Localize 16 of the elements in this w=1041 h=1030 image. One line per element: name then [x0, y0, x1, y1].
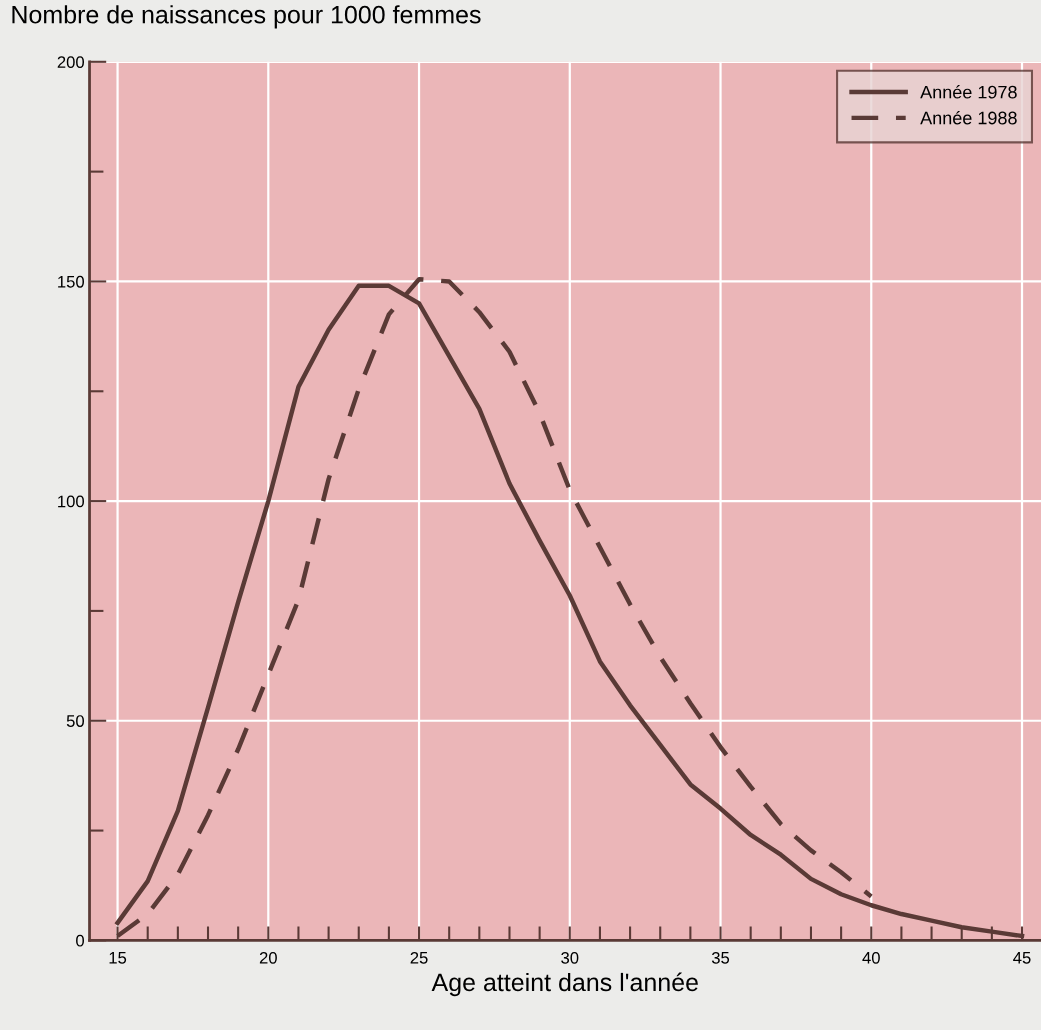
x-tick-label: 20 — [259, 951, 277, 964]
legend-label: Année 1978 — [920, 85, 1017, 99]
x-axis-title: Age atteint dans l'année — [431, 972, 698, 997]
x-tick-label: 40 — [862, 951, 880, 964]
y-tick-label: 100 — [58, 495, 85, 508]
y-tick-label: 200 — [57, 56, 85, 68]
legend-label: Année 1988 — [920, 110, 1017, 125]
x-tick-label: 35 — [711, 951, 730, 964]
y-tick-label: 150 — [58, 275, 85, 288]
chart-title: Nombre de naissances pour 1000 femmes — [12, 5, 481, 29]
x-tick-label: 25 — [410, 951, 428, 964]
x-tick-label: 30 — [561, 951, 579, 964]
x-tick-label: 45 — [1013, 952, 1031, 964]
x-tick-label: 15 — [109, 952, 127, 964]
y-tick-label: 50 — [66, 715, 85, 727]
y-tick-label: 0 — [76, 934, 85, 947]
